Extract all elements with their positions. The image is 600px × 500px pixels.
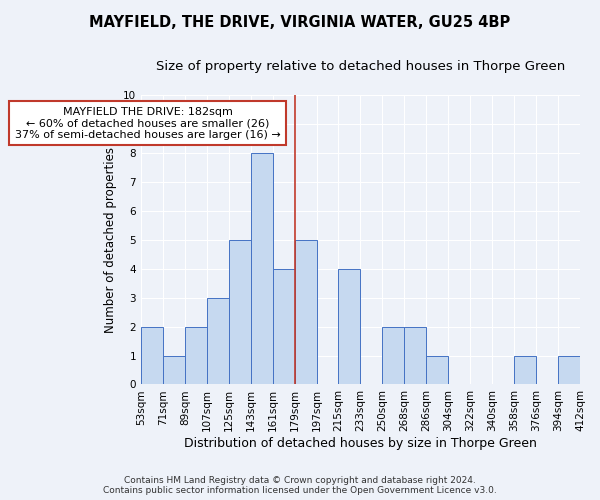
Title: Size of property relative to detached houses in Thorpe Green: Size of property relative to detached ho… xyxy=(156,60,565,73)
Bar xyxy=(272,268,295,384)
Bar xyxy=(382,326,404,384)
Bar xyxy=(163,356,185,384)
Bar xyxy=(295,240,317,384)
Bar xyxy=(229,240,251,384)
Bar xyxy=(338,268,361,384)
X-axis label: Distribution of detached houses by size in Thorpe Green: Distribution of detached houses by size … xyxy=(184,437,537,450)
Text: MAYFIELD, THE DRIVE, VIRGINIA WATER, GU25 4BP: MAYFIELD, THE DRIVE, VIRGINIA WATER, GU2… xyxy=(89,15,511,30)
Bar xyxy=(404,326,427,384)
Text: Contains HM Land Registry data © Crown copyright and database right 2024.
Contai: Contains HM Land Registry data © Crown c… xyxy=(103,476,497,495)
Bar xyxy=(185,326,207,384)
Y-axis label: Number of detached properties: Number of detached properties xyxy=(104,146,118,332)
Bar xyxy=(251,153,272,384)
Text: MAYFIELD THE DRIVE: 182sqm
← 60% of detached houses are smaller (26)
37% of semi: MAYFIELD THE DRIVE: 182sqm ← 60% of deta… xyxy=(14,106,280,140)
Bar xyxy=(558,356,580,384)
Bar xyxy=(514,356,536,384)
Bar xyxy=(427,356,448,384)
Bar xyxy=(207,298,229,384)
Bar xyxy=(141,326,163,384)
